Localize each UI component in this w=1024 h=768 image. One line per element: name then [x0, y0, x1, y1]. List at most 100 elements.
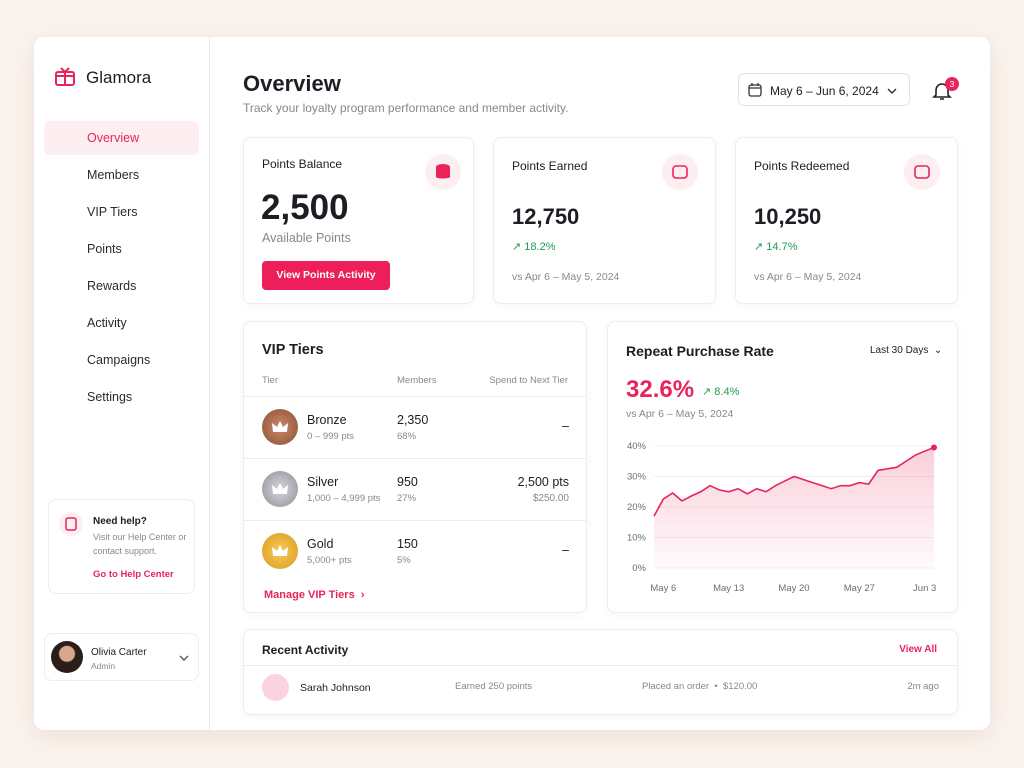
nav-item[interactable]: Rewards	[87, 279, 137, 293]
chevron	[179, 655, 189, 661]
nav-item[interactable]: Settings	[87, 390, 133, 404]
card-icon	[425, 154, 461, 190]
user-box[interactable]: Olivia Carter Admin	[44, 633, 199, 681]
line	[653, 446, 935, 517]
date-picker[interactable]: May 6 – Jun 6, 2024	[738, 73, 910, 106]
vip-tiers-card: VIP Tiers Tier Members Spend to Next Tie…	[243, 321, 587, 613]
tier-range: 0 – 999 pts	[307, 431, 355, 442]
tier-medal	[262, 409, 298, 445]
help-text: Visit our Help Center or contact support…	[93, 532, 187, 556]
kpi-change: ↗ 8.4%	[702, 386, 740, 398]
x-tick-label: May 20	[778, 583, 809, 594]
tier-share: 5%	[397, 555, 411, 566]
card-icon	[662, 154, 698, 190]
x-tick-label: May 27	[844, 583, 875, 594]
activity-avatar	[262, 674, 289, 701]
y-tick-label: 20%	[627, 502, 647, 513]
card-value: 12,750	[512, 204, 580, 229]
range-filter[interactable]: Last 30 Days ⌄	[870, 345, 943, 356]
kpi-card: Points Redeemed 10,250 ↗ 14.7% vs Apr 6 – M…	[735, 137, 958, 304]
nav-item[interactable]: Points	[87, 242, 122, 256]
activity-action: Earned 250 points	[455, 681, 533, 692]
date-range: May 6 – Jun 6, 2024	[770, 84, 879, 98]
card-value: 2,500	[261, 188, 349, 227]
activity-amount: $120.00	[722, 681, 758, 692]
app-window: Glamora Need help? Visit our Help Center…	[34, 37, 990, 730]
kpi-card: Points Earned 12,750 ↗ 18.2% vs Apr 6 – May…	[493, 137, 716, 304]
card-caption: Available Points	[262, 231, 351, 245]
card-title: VIP Tiers	[262, 342, 324, 358]
activity-detail: Placed an order • $120.00	[642, 681, 757, 692]
sidebar: Glamora Need help? Visit our Help Center…	[34, 37, 210, 730]
y-tick-label: 10%	[627, 533, 647, 544]
page-title: Overview	[243, 71, 341, 96]
x-tick-label: May 6	[650, 583, 676, 594]
y-tick-label: 40%	[627, 441, 647, 452]
column-header: Spend to Next Tier	[489, 375, 568, 386]
card-compare: vs Apr 6 – May 5, 2024	[754, 271, 862, 283]
kpi-value: 32.6%	[626, 376, 695, 403]
activity-sep: •	[709, 681, 723, 692]
tier-name: Gold	[307, 537, 334, 551]
card-change: ↗ 14.7%	[754, 241, 798, 253]
tier-row: Silver 1,000 – 4,999 pts 950 27% 2,500 pts $2…	[244, 458, 587, 520]
tier-next: 2,500 pts	[517, 475, 569, 489]
nav-item[interactable]: Members	[87, 168, 140, 182]
change-value: 14.7%	[766, 241, 798, 253]
help-box: Need help? Visit our Help Center or cont…	[48, 499, 195, 594]
tier-share: 27%	[397, 493, 417, 504]
tier-row: Gold 5,000+ pts 150 5% –	[244, 520, 587, 582]
help-link[interactable]: Go to Help Center	[93, 569, 174, 580]
tier-medal	[262, 533, 298, 569]
area	[654, 447, 934, 568]
chart-title: Repeat Purchase Rate	[626, 343, 774, 359]
card-icon	[904, 154, 940, 190]
nav-item[interactable]: Activity	[87, 316, 127, 330]
activity-detail: Placed an order	[642, 681, 710, 692]
nav-item[interactable]: VIP Tiers	[87, 205, 138, 219]
link-text: Manage VIP Tiers	[264, 589, 355, 601]
tier-next-spend: $250.00	[532, 493, 569, 504]
activity-name: Sarah Johnson	[300, 682, 371, 694]
filter-text: Last 30 Days	[870, 345, 929, 356]
card-value: 10,250	[754, 204, 822, 229]
manage-link[interactable]: Manage VIP Tiers ›	[264, 589, 365, 601]
user-role: Admin	[91, 661, 116, 671]
activity-time: 2m ago	[907, 681, 939, 692]
brand: Glamora	[86, 68, 152, 87]
page-subtitle: Track your loyalty program performance a…	[243, 101, 569, 115]
logo-icon	[55, 67, 75, 86]
card-compare: vs Apr 6 – May 5, 2024	[512, 271, 620, 283]
nav-item[interactable]: Campaigns	[87, 353, 151, 367]
card-change: ↗ 18.2%	[512, 241, 556, 253]
user-name: Olivia Carter	[91, 647, 147, 658]
avatar	[51, 641, 83, 673]
nav-item[interactable]: Overview	[44, 121, 199, 155]
y-tick-label: 0%	[632, 563, 646, 574]
tier-range: 5,000+ pts	[307, 555, 352, 566]
tier-next: –	[562, 419, 569, 433]
kpi-compare: vs Apr 6 – May 5, 2024	[626, 408, 734, 420]
x-tick-label: May 13	[713, 583, 744, 594]
tier-members: 2,350	[397, 413, 429, 427]
help-icon	[59, 512, 83, 536]
card-title: Points Earned	[512, 159, 588, 173]
x-tick-label: Jun 3	[913, 583, 936, 594]
card-title: Points Redeemed	[754, 159, 850, 173]
tier-next: –	[562, 543, 569, 557]
tier-members: 150	[397, 537, 418, 551]
bell[interactable]	[932, 81, 952, 101]
tier-members: 950	[397, 475, 418, 489]
tier-range: 1,000 – 4,999 pts	[307, 493, 381, 504]
tier-name: Bronze	[307, 413, 347, 427]
kpi-card: Points Balance 2,500 Available Points Vi…	[243, 137, 474, 304]
change-value: 8.4%	[714, 386, 740, 398]
card-button[interactable]: View Points Activity	[262, 261, 390, 290]
help-title: Need help?	[93, 516, 147, 527]
divider	[244, 665, 957, 666]
recent-activity-card: Recent Activity View All Sarah Johnson Ea…	[243, 629, 958, 715]
view-all[interactable]: View All	[899, 644, 937, 655]
card-title: Recent Activity	[262, 643, 349, 657]
tier-share: 68%	[397, 431, 417, 442]
